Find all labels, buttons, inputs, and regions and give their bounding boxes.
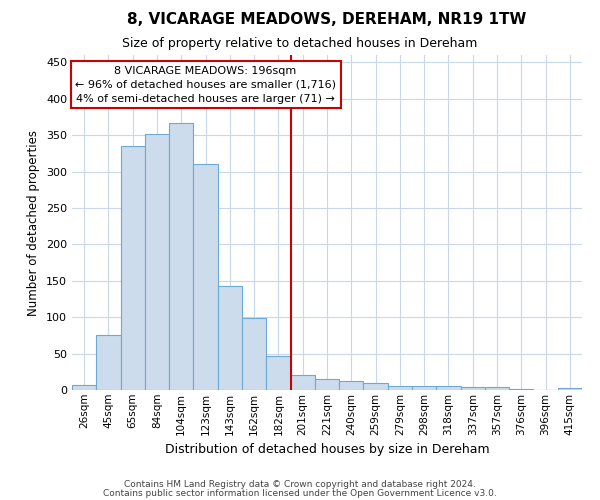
Bar bbox=[96, 336, 121, 390]
Bar bbox=[485, 387, 509, 390]
Bar bbox=[218, 286, 242, 390]
Bar bbox=[72, 385, 96, 390]
X-axis label: Distribution of detached houses by size in Dereham: Distribution of detached houses by size … bbox=[164, 443, 490, 456]
Bar bbox=[193, 164, 218, 390]
Bar bbox=[315, 379, 339, 390]
Bar bbox=[388, 386, 412, 390]
Bar bbox=[436, 386, 461, 390]
Text: Size of property relative to detached houses in Dereham: Size of property relative to detached ho… bbox=[122, 38, 478, 51]
Bar bbox=[169, 122, 193, 390]
Bar bbox=[558, 388, 582, 390]
Bar bbox=[266, 356, 290, 390]
Bar bbox=[121, 146, 145, 390]
Bar bbox=[242, 318, 266, 390]
Y-axis label: Number of detached properties: Number of detached properties bbox=[28, 130, 40, 316]
Bar bbox=[461, 387, 485, 390]
Bar bbox=[509, 388, 533, 390]
Text: Contains public sector information licensed under the Open Government Licence v3: Contains public sector information licen… bbox=[103, 488, 497, 498]
Title: 8, VICARAGE MEADOWS, DEREHAM, NR19 1TW: 8, VICARAGE MEADOWS, DEREHAM, NR19 1TW bbox=[127, 12, 527, 28]
Bar bbox=[364, 382, 388, 390]
Bar bbox=[290, 376, 315, 390]
Text: Contains HM Land Registry data © Crown copyright and database right 2024.: Contains HM Land Registry data © Crown c… bbox=[124, 480, 476, 489]
Bar bbox=[339, 382, 364, 390]
Bar bbox=[145, 134, 169, 390]
Bar bbox=[412, 386, 436, 390]
Text: 8 VICARAGE MEADOWS: 196sqm
← 96% of detached houses are smaller (1,716)
4% of se: 8 VICARAGE MEADOWS: 196sqm ← 96% of deta… bbox=[75, 66, 336, 104]
